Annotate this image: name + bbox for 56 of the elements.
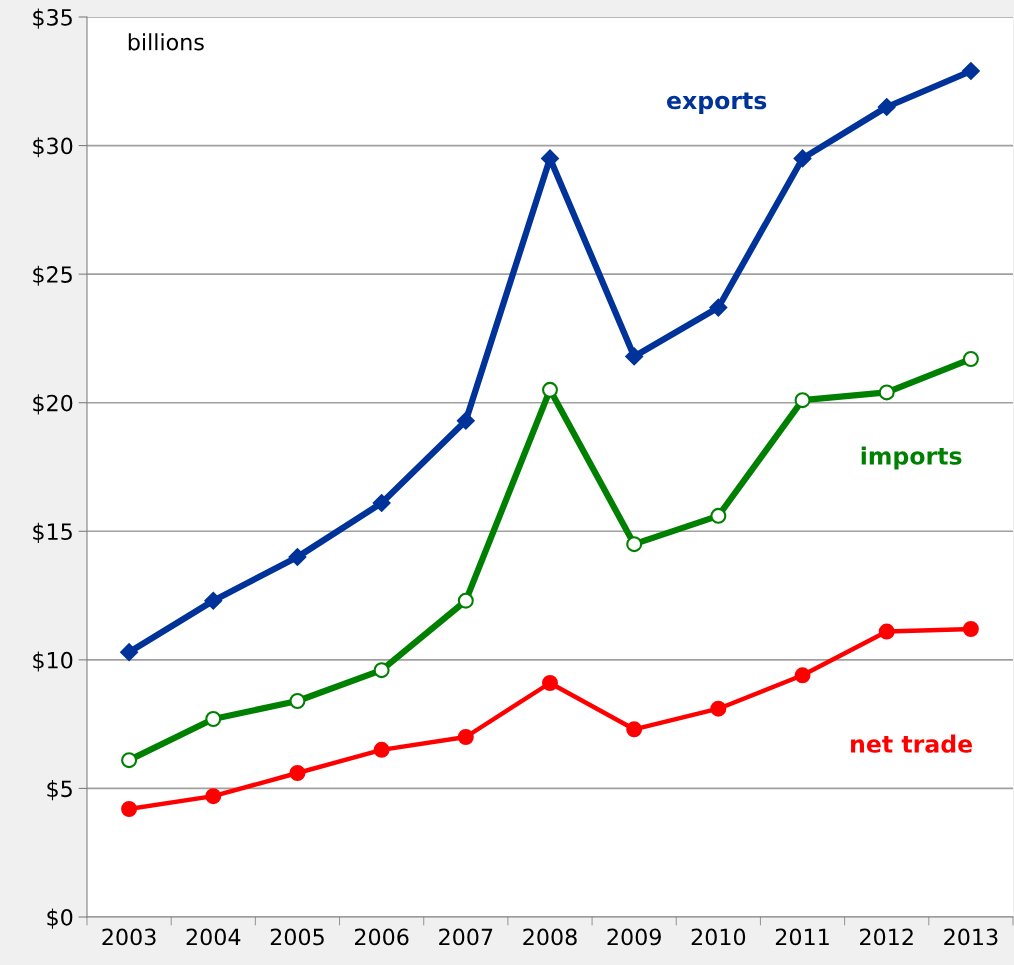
point — [289, 693, 306, 709]
point — [541, 149, 559, 168]
point — [878, 384, 895, 401]
y-tick-label: $10 — [33, 651, 73, 672]
annotation: billions — [128, 33, 204, 51]
point — [962, 621, 979, 637]
text: imports — [861, 446, 962, 470]
point — [457, 729, 474, 745]
point — [626, 536, 643, 553]
x-tick-label: 2009 — [607, 928, 661, 946]
point — [205, 711, 222, 727]
y-tick-label: $30 — [33, 137, 73, 158]
point — [204, 591, 223, 610]
y-tick-label: $5 — [47, 779, 72, 801]
x-tick-label: 2006 — [354, 928, 409, 946]
point — [626, 721, 643, 738]
text: net trade — [851, 734, 973, 753]
y-tick-label: $0 — [47, 908, 73, 929]
point — [205, 788, 222, 805]
x-tick-label: 2011 — [775, 928, 829, 946]
point — [878, 623, 895, 640]
point — [710, 507, 727, 524]
point — [794, 667, 811, 684]
x-tick-label: 2007 — [439, 928, 493, 946]
point — [288, 548, 307, 566]
x-tick-label: 2010 — [691, 928, 746, 946]
text: exports — [667, 92, 767, 114]
point — [962, 351, 979, 367]
point — [962, 62, 980, 80]
point — [457, 592, 474, 609]
x-tick-label: 2008 — [523, 928, 577, 946]
x-tick-label: 2012 — [860, 928, 913, 946]
point — [793, 149, 812, 168]
point — [794, 392, 811, 409]
point — [542, 675, 558, 691]
x-tick-label: 2013 — [944, 928, 998, 946]
y-tick-label: $35 — [33, 8, 72, 29]
point — [373, 662, 390, 679]
point — [709, 298, 728, 317]
point — [877, 98, 896, 116]
x-tick-label: 2004 — [186, 928, 241, 946]
x-tick-label: 2003 — [102, 928, 156, 946]
y-tick-label: $25 — [33, 265, 72, 286]
point — [710, 700, 727, 717]
y-tick-label: $20 — [33, 394, 73, 415]
point — [542, 381, 558, 398]
point — [121, 752, 138, 769]
point — [372, 494, 391, 512]
y-tick-label: $15 — [33, 522, 72, 543]
point — [121, 801, 138, 817]
point — [289, 765, 306, 781]
x-tick-label: 2005 — [270, 928, 324, 946]
point — [373, 741, 390, 758]
point — [625, 347, 644, 366]
point — [456, 411, 475, 430]
point — [120, 643, 138, 662]
